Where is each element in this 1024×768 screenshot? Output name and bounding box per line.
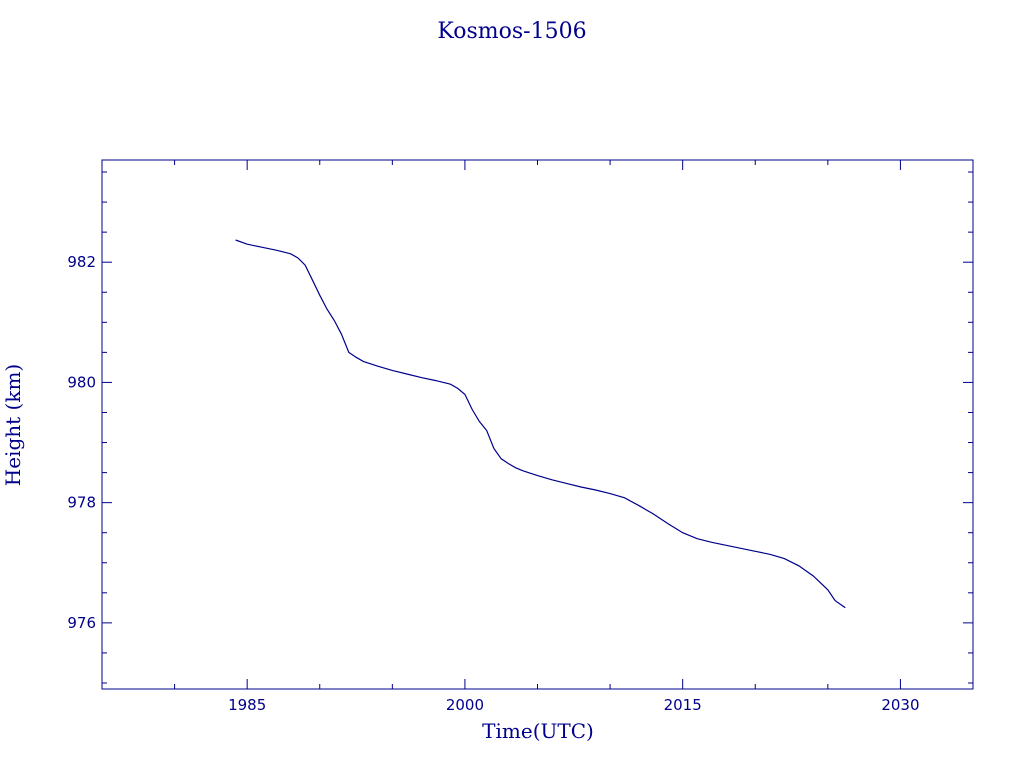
plot-frame	[101, 159, 974, 690]
x-tick-label: 2015	[664, 696, 702, 714]
chart-title: Kosmos-1506	[437, 19, 586, 44]
y-tick-label: 980	[67, 373, 96, 391]
axis-ticks	[101, 160, 974, 689]
x-tick-label: 1985	[228, 696, 266, 714]
x-tick-label: 2030	[881, 696, 919, 714]
axis-tick-labels: 1985 2000 2015 2030 976 978 980 982	[67, 253, 919, 714]
y-tick-label: 982	[67, 253, 96, 271]
x-axis-label: Time(UTC)	[482, 719, 594, 743]
x-tick-label: 2000	[446, 696, 484, 714]
y-tick-label: 978	[67, 494, 96, 512]
height-series-line	[235, 239, 846, 609]
y-axis-label: Height (km)	[1, 364, 25, 486]
y-tick-label: 976	[67, 614, 96, 632]
